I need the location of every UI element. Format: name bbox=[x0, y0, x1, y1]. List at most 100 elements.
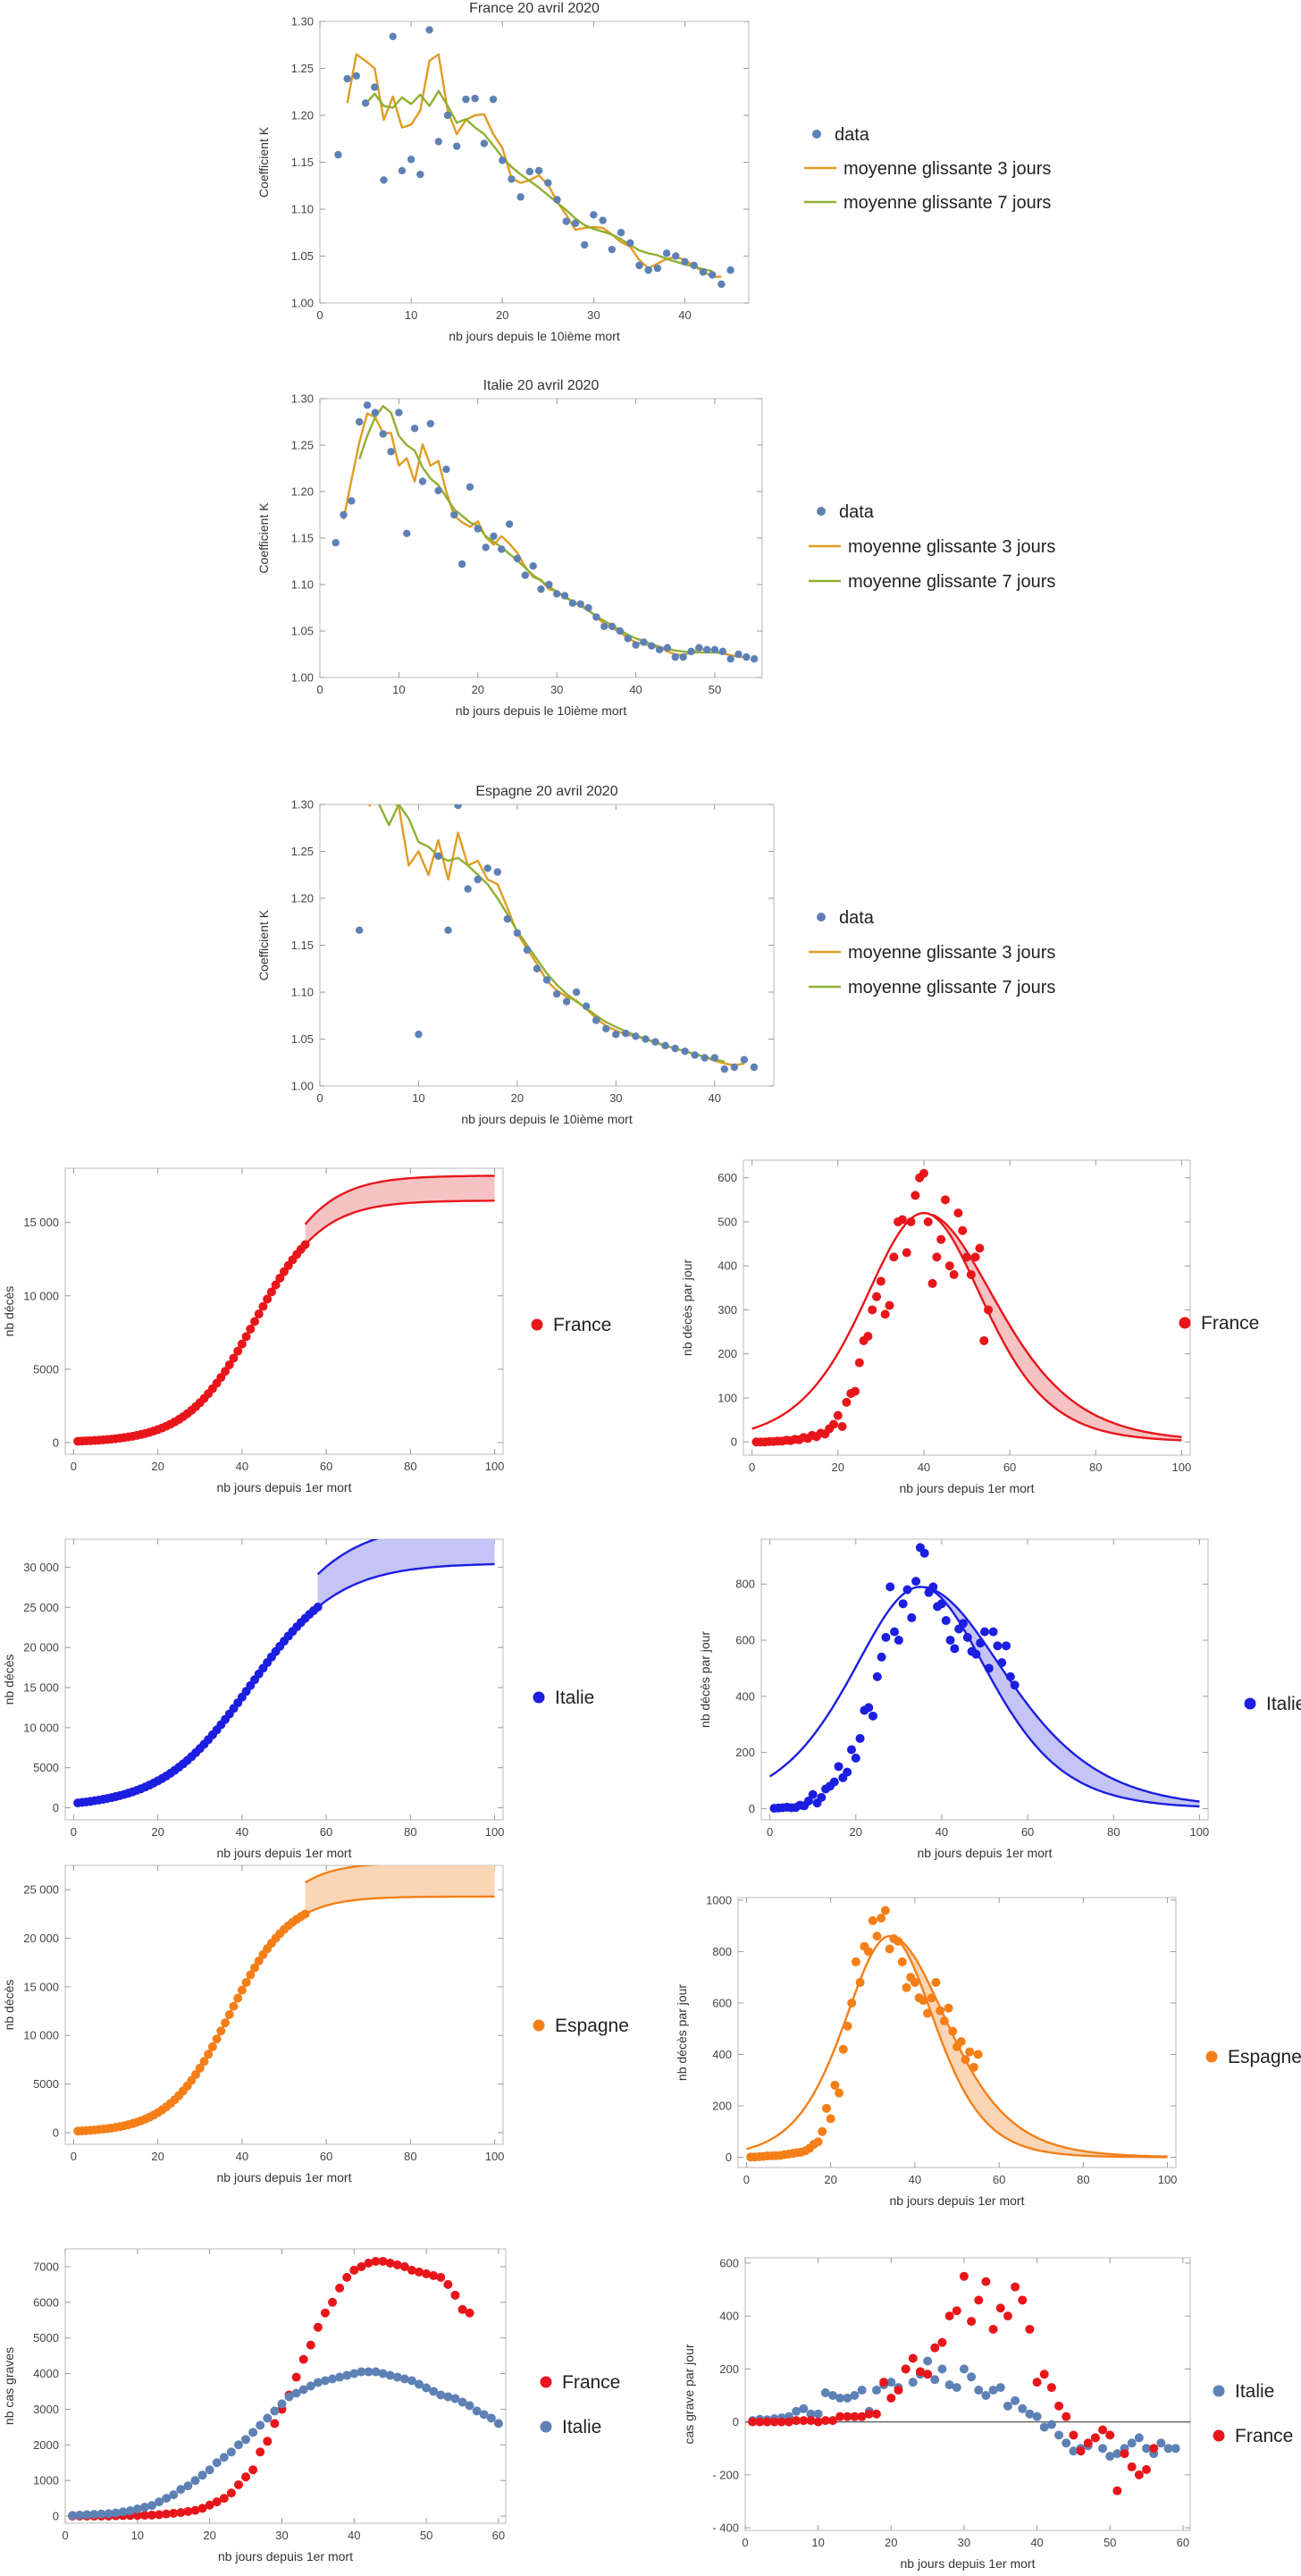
data-point bbox=[948, 2026, 958, 2036]
data-point bbox=[988, 2386, 998, 2395]
plot-area bbox=[73, 1174, 495, 1446]
data-point bbox=[403, 529, 411, 537]
y-tick-label: 1.30 bbox=[291, 392, 314, 406]
data-point bbox=[1011, 2395, 1020, 2405]
data-point bbox=[544, 179, 552, 187]
data-point bbox=[889, 1252, 899, 1262]
data-point bbox=[248, 2428, 258, 2437]
data-point bbox=[671, 652, 679, 661]
data-point bbox=[958, 1225, 968, 1235]
data-point bbox=[378, 2369, 388, 2378]
data-point bbox=[89, 2510, 99, 2520]
data-point bbox=[139, 2511, 149, 2521]
data-point bbox=[371, 408, 380, 417]
y-tick-label: 25 000 bbox=[23, 1601, 59, 1614]
data-point bbox=[139, 2503, 149, 2513]
data-point bbox=[1105, 2430, 1115, 2440]
data-point bbox=[256, 2447, 265, 2457]
plot-area bbox=[746, 1906, 1168, 2162]
data-point bbox=[68, 2511, 78, 2521]
y-tick-label: 800 bbox=[735, 1578, 755, 1591]
x-tick-label: 40 bbox=[936, 1825, 948, 1839]
data-point bbox=[944, 2380, 954, 2390]
y-axis-label: Coefficient K bbox=[256, 909, 271, 981]
x-tick-label: 40 bbox=[236, 2150, 248, 2163]
data-point bbox=[730, 1063, 739, 1072]
legend-swatch-dot bbox=[533, 1691, 545, 1704]
data-point bbox=[959, 2271, 969, 2281]
data-point bbox=[534, 166, 543, 175]
y-tick-label: 1.25 bbox=[291, 62, 314, 75]
chart-k-italie: 0 10 20 30 40 50 1.00 1.05 1.10 1.15 1.20 1.25 1.30 I… bbox=[256, 378, 1055, 718]
chart-k-espagne: 0 10 20 30 40 1.00 1.05 1.10 1.15 1.20 1.25 1.30 Esp… bbox=[256, 784, 1055, 1126]
data-point bbox=[410, 425, 419, 433]
data-point bbox=[748, 2417, 758, 2427]
data-point bbox=[886, 2378, 896, 2387]
data-point bbox=[602, 1024, 610, 1033]
y-tick-label: 600 bbox=[735, 1634, 755, 1647]
y-tick-label: 20 000 bbox=[23, 1641, 59, 1654]
fit-curve-low bbox=[746, 1934, 1168, 2159]
data-point bbox=[599, 216, 607, 224]
data-point bbox=[1011, 2282, 1020, 2292]
legend-label: moyenne glissante 3 jours bbox=[848, 537, 1055, 557]
data-point bbox=[1069, 2430, 1079, 2440]
x-tick-label: 40 bbox=[909, 2173, 921, 2186]
legend-label: Italie bbox=[562, 2417, 601, 2437]
data-point bbox=[970, 1252, 980, 1262]
data-point bbox=[710, 1054, 718, 1062]
data-point bbox=[835, 2088, 844, 2098]
y-tick-label: 5000 bbox=[33, 1362, 59, 1376]
plot-area bbox=[748, 2271, 1180, 2496]
data-point bbox=[653, 264, 662, 273]
data-point bbox=[226, 2488, 236, 2498]
data-point bbox=[415, 2379, 424, 2389]
x-tick-label: 60 bbox=[320, 1460, 332, 1473]
data-point bbox=[176, 2485, 186, 2495]
data-point bbox=[743, 652, 751, 661]
data-point bbox=[1083, 2438, 1093, 2448]
data-point bbox=[380, 176, 388, 184]
y-tick-label: 200 bbox=[712, 2099, 732, 2112]
data-point bbox=[1003, 2311, 1012, 2321]
data-point bbox=[237, 1985, 247, 1995]
x-tick-label: 40 bbox=[1030, 2536, 1043, 2549]
data-point bbox=[1069, 2446, 1079, 2456]
x-axis-label: nb jours depuis 1er mort bbox=[901, 2556, 1036, 2571]
plot-frame bbox=[743, 1159, 1191, 1456]
data-point bbox=[979, 1335, 989, 1345]
fit-curve-high bbox=[924, 1586, 1200, 1803]
y-tick-label: 0 bbox=[53, 2126, 59, 2139]
data-point bbox=[471, 94, 479, 103]
y-tick-label: 1.00 bbox=[291, 1080, 314, 1093]
data-point bbox=[632, 1032, 640, 1040]
x-axis-label: nb jours depuis 1er mort bbox=[217, 1480, 352, 1494]
data-point bbox=[1112, 2486, 1122, 2496]
x-tick-label: 80 bbox=[404, 1825, 416, 1839]
data-point bbox=[687, 647, 695, 656]
data-point bbox=[379, 430, 387, 438]
data-point bbox=[952, 2306, 961, 2316]
data-point bbox=[931, 1977, 941, 1987]
data-point bbox=[162, 2494, 172, 2504]
data-point bbox=[908, 2378, 918, 2387]
x-tick-label: 50 bbox=[709, 683, 721, 696]
data-point bbox=[864, 1947, 874, 1957]
x-tick-label: 80 bbox=[404, 1460, 416, 1473]
data-point bbox=[155, 2510, 164, 2520]
data-point bbox=[702, 645, 711, 653]
plot-area bbox=[73, 1539, 495, 1808]
data-point bbox=[465, 2401, 474, 2411]
x-axis-label: nb jours depuis 1er mort bbox=[918, 1846, 1053, 1860]
data-point bbox=[542, 976, 551, 984]
data-point bbox=[489, 95, 498, 104]
y-tick-label: 1.00 bbox=[291, 297, 314, 310]
data-point bbox=[568, 599, 577, 607]
y-tick-label: 0 bbox=[53, 1435, 59, 1449]
x-tick-label: 40 bbox=[709, 1091, 721, 1105]
data-point bbox=[328, 2297, 338, 2307]
y-axis-label: nb décès par jour bbox=[675, 1984, 689, 2082]
x-tick-label: 0 bbox=[62, 2529, 68, 2542]
x-tick-label: 0 bbox=[316, 1091, 323, 1105]
data-point bbox=[233, 1993, 243, 2003]
